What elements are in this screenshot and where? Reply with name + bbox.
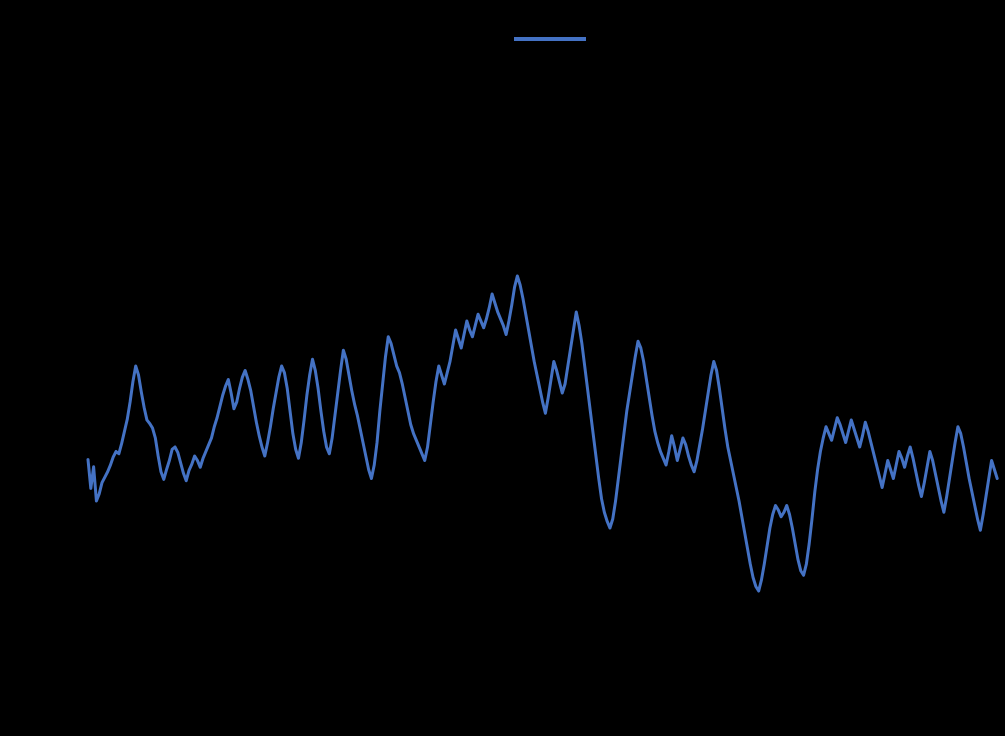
chart-legend[interactable] [514, 37, 594, 41]
data-line-series-0 [86, 274, 999, 593]
series-group [86, 274, 999, 593]
legend-line-swatch-icon [514, 37, 586, 41]
